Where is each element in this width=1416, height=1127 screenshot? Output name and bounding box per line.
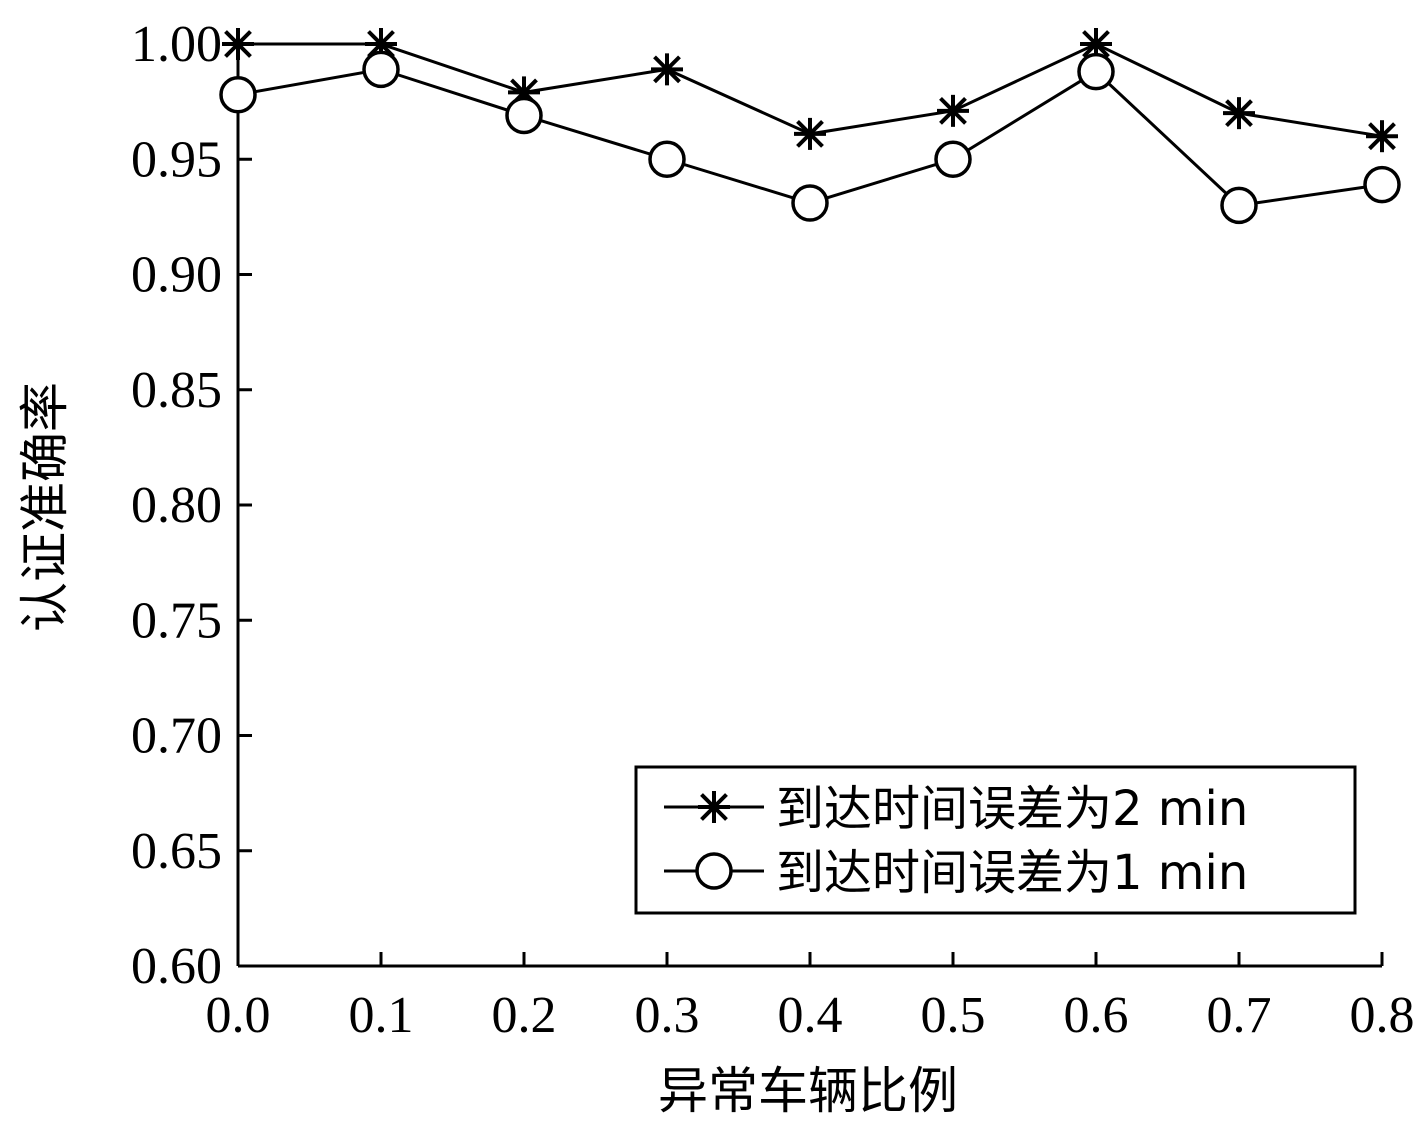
series-1-point <box>1366 120 1398 153</box>
series-2-point <box>1363 165 1401 204</box>
y-tick-label: 0.80 <box>131 477 222 534</box>
y-axis-title: 认证准确率 <box>16 382 74 632</box>
legend-marker <box>698 791 730 823</box>
x-tick-label: 0.6 <box>1064 987 1129 1044</box>
y-tick-label: 0.70 <box>131 708 222 765</box>
x-tick-label: 0.4 <box>778 987 843 1044</box>
series-2 <box>219 50 1401 225</box>
x-tick-label: 0.8 <box>1350 987 1415 1044</box>
x-tick-label: 0.1 <box>349 987 414 1044</box>
series-2-point <box>648 140 686 178</box>
y-tick-label: 0.85 <box>131 362 222 419</box>
series-2-point <box>791 184 829 222</box>
series-1-point <box>937 94 969 127</box>
y-tick-label: 1.00 <box>131 16 222 73</box>
x-tick-label: 0.3 <box>635 987 700 1044</box>
series-layer <box>219 28 1401 225</box>
x-tick-label: 0.5 <box>921 987 986 1044</box>
y-tick-label: 0.75 <box>131 592 222 649</box>
y-tick-label: 0.90 <box>131 247 222 304</box>
legend: 到达时间误差为2 min 到达时间误差为1 min <box>634 765 1357 915</box>
y-tick-label: 0.95 <box>131 131 222 188</box>
y-tick-label: 0.65 <box>131 823 222 880</box>
series-1 <box>222 28 1398 153</box>
series-2-point <box>362 50 400 89</box>
x-tick-label: 0.2 <box>492 987 557 1044</box>
series-1-point <box>794 117 826 150</box>
x-tick-label: 0.7 <box>1207 987 1272 1044</box>
x-axis-title: 异常车辆比例 <box>658 1062 958 1120</box>
series-1-point <box>1223 97 1255 130</box>
legend-label: 到达时间误差为1 min <box>776 845 1248 901</box>
legend-label: 到达时间误差为2 min <box>776 781 1248 837</box>
series-2-point <box>934 140 972 178</box>
y-tick-label: 0.60 <box>131 938 222 995</box>
legend-marker <box>695 852 733 890</box>
x-tick-label: 0.0 <box>206 987 271 1044</box>
series-2-point <box>1220 186 1258 225</box>
legend-item: 到达时间误差为2 min <box>664 781 1248 837</box>
series-1-point <box>1080 28 1112 60</box>
series-1-point <box>651 53 683 86</box>
legend-box <box>634 765 1357 915</box>
legend-item: 到达时间误差为1 min <box>664 845 1248 901</box>
axes: 1.00 0.95 0.90 0.85 0.80 0.75 0.70 0.65 0.600.0 0… <box>131 16 1415 1044</box>
series-1-point <box>222 28 254 60</box>
series-2-point <box>1077 52 1115 91</box>
series-2-point <box>219 75 257 114</box>
series-2-point <box>505 96 543 135</box>
